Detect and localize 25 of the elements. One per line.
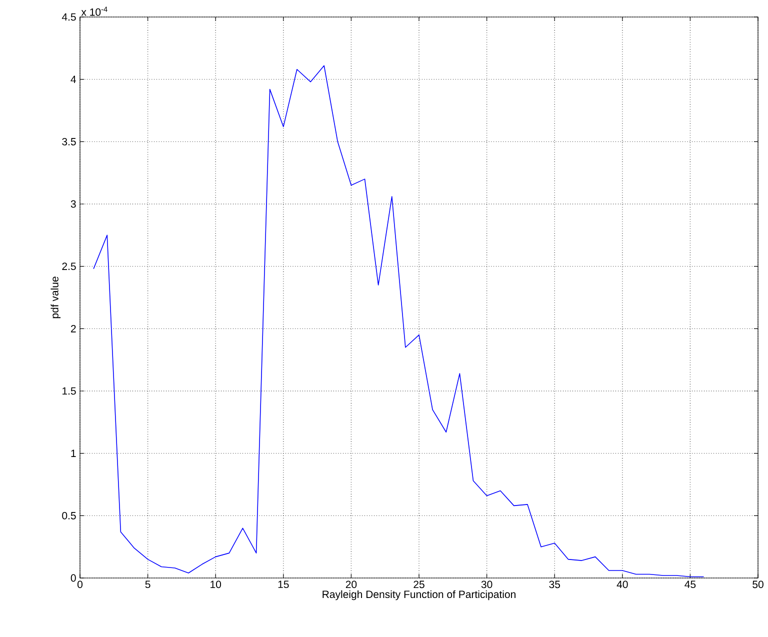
x-tick-label: 10 [210,580,222,588]
x-tick-label: 0 [77,580,83,588]
y-tick-label: 3 [70,200,76,208]
x-tick-label: 45 [684,580,696,588]
y-tick-label: 1 [71,450,76,457]
x-tick-label: 35 [549,580,560,588]
y-tick-label: 2 [70,325,76,332]
y-tick-label: 0.5 [62,512,76,520]
x-tick-label: 5 [145,580,150,588]
y-axis-title: pdf value [50,276,60,318]
y-tick-label: 4 [70,76,76,83]
x-axis-title: Rayleigh Density Function of Participation [322,590,516,600]
text: x 10$^{-4}$ [81,6,108,16]
x-tick-label: 30 [481,580,492,588]
y-tick-label: 0 [70,574,76,582]
y-tick-label: 3.5 [62,138,76,146]
x-tick-label: 20 [346,580,357,588]
y-tick-label: 1.5 [62,387,76,395]
x-tick-label: 50 [752,580,764,588]
y-tick-label: 2.5 [62,262,76,270]
x-tick-label: 40 [616,580,628,588]
x-tick-label: 25 [414,580,424,588]
x-tick-label: 15 [278,580,289,588]
y-tick-label: 4.5 [62,13,76,21]
line-series [93,65,704,578]
